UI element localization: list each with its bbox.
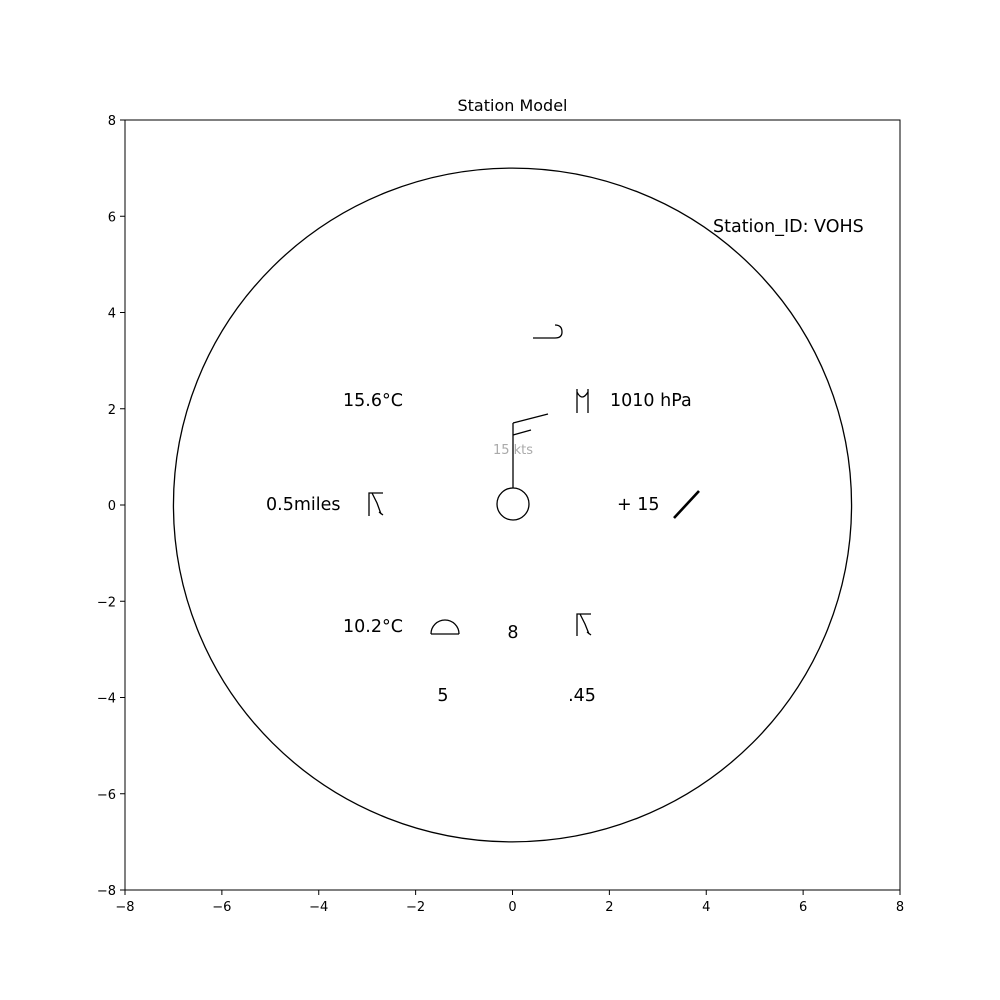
y-tick-label: −2 — [97, 595, 116, 610]
y-tick-label: 4 — [108, 307, 116, 322]
station-id-label: Station_ID: VOHS — [713, 217, 864, 237]
y-tick-label: 8 — [108, 114, 116, 129]
x-tick-label: −4 — [309, 900, 328, 915]
temperature-label: 15.6°C — [343, 391, 403, 411]
cumulus-dome-icon — [430, 619, 460, 635]
x-tick-label: 0 — [508, 900, 516, 915]
wind-barb — [512, 413, 549, 488]
x-axis: −8 −6 −4 −2 0 2 4 6 8 — [115, 890, 904, 915]
y-tick-label: 6 — [108, 210, 116, 225]
x-tick-label: 6 — [799, 900, 807, 915]
wind-speed-label: 15 kts — [493, 443, 533, 458]
clear-sky-circle-icon — [496, 487, 530, 521]
y-tick-label: −8 — [97, 884, 116, 899]
cirrus-hook-icon — [533, 324, 563, 339]
x-tick-label: 2 — [605, 900, 613, 915]
y-tick-label: 0 — [108, 499, 116, 514]
cloud-base-height-label: 5 — [437, 686, 448, 706]
x-tick-label: 8 — [896, 900, 904, 915]
x-tick-label: −6 — [212, 900, 231, 915]
x-tick-label: 4 — [702, 900, 710, 915]
y-tick-label: −4 — [97, 692, 116, 707]
y-tick-label: −6 — [97, 788, 116, 803]
low-cloud-amount-label: 8 — [507, 623, 518, 643]
dewpoint-label: 10.2°C — [343, 617, 403, 637]
x-tick-label: −2 — [406, 900, 425, 915]
y-tick-label: 2 — [108, 403, 116, 418]
y-axis: −8 −6 −4 −2 0 2 4 6 8 — [97, 114, 125, 899]
visibility-label: 0.5miles — [266, 495, 341, 515]
precipitation-label: .45 — [568, 686, 596, 706]
rising-line-icon — [673, 490, 700, 519]
outer-circle — [172, 167, 853, 843]
pressure-label: 1010 hPa — [610, 391, 692, 411]
altocumulus-icon — [576, 389, 589, 413]
thunderstorm-icon — [368, 492, 384, 516]
x-tick-label: −8 — [115, 900, 134, 915]
thunderstorm-icon — [576, 613, 592, 636]
chart-title: Station Model — [457, 96, 567, 115]
pressure-tendency-label: + 15 — [617, 495, 660, 515]
